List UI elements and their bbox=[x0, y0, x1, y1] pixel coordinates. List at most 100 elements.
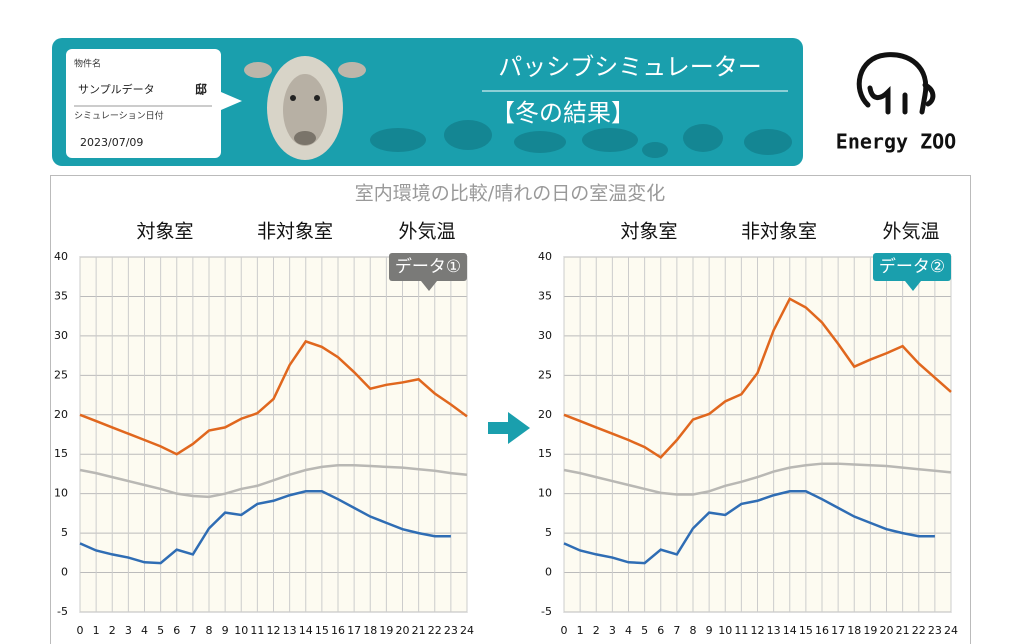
x-tick-label: 18 bbox=[363, 624, 377, 637]
x-tick-label: 7 bbox=[673, 624, 680, 637]
x-tick-label: 2 bbox=[109, 624, 116, 637]
x-tick-label: 6 bbox=[173, 624, 180, 637]
info-card bbox=[66, 49, 221, 158]
x-tick-label: 13 bbox=[767, 624, 781, 637]
x-tick-label: 15 bbox=[799, 624, 813, 637]
tag-label: データ② bbox=[879, 256, 945, 277]
x-tick-label: 23 bbox=[928, 624, 942, 637]
legend-label: 対象室 bbox=[620, 221, 677, 243]
x-tick-label: 12 bbox=[267, 624, 281, 637]
x-tick-label: 23 bbox=[444, 624, 458, 637]
tag-pointer bbox=[421, 281, 437, 291]
y-tick-label: 30 bbox=[54, 329, 68, 342]
y-tick-label: 15 bbox=[538, 447, 552, 460]
x-tick-label: 22 bbox=[428, 624, 442, 637]
property-name: サンプルデータ bbox=[78, 82, 155, 96]
tag-pointer bbox=[905, 281, 921, 291]
y-tick-label: 40 bbox=[538, 250, 552, 263]
x-tick-label: 4 bbox=[625, 624, 632, 637]
x-tick-label: 5 bbox=[157, 624, 164, 637]
x-tick-label: 17 bbox=[347, 624, 361, 637]
y-tick-label: 20 bbox=[538, 408, 552, 421]
y-tick-label: 10 bbox=[54, 487, 68, 500]
x-tick-label: 19 bbox=[379, 624, 393, 637]
app-title: パッシブシミュレーター bbox=[498, 53, 762, 81]
y-tick-label: 0 bbox=[545, 566, 552, 579]
result-title: 【冬の結果】 bbox=[491, 99, 635, 127]
property-suffix: 邸 bbox=[195, 83, 207, 97]
series-line bbox=[79, 490, 451, 565]
y-tick-label: 35 bbox=[538, 289, 552, 302]
y-tick-label: 35 bbox=[54, 289, 68, 302]
tag-label: データ① bbox=[395, 256, 461, 277]
date: 2023/07/09 bbox=[80, 136, 143, 149]
tag-box bbox=[873, 253, 951, 281]
x-tick-label: 8 bbox=[690, 624, 697, 637]
x-tick-label: 24 bbox=[944, 624, 958, 637]
x-tick-label: 22 bbox=[912, 624, 926, 637]
x-tick-label: 16 bbox=[331, 624, 345, 637]
legend-label: 対象室 bbox=[136, 221, 193, 243]
series-line bbox=[79, 464, 468, 499]
tag-box bbox=[389, 253, 467, 281]
y-tick-label: -5 bbox=[541, 605, 552, 618]
x-tick-label: 6 bbox=[657, 624, 664, 637]
x-tick-label: 17 bbox=[831, 624, 845, 637]
y-tick-label: 40 bbox=[54, 250, 68, 263]
property-label: 物件名 bbox=[74, 58, 101, 70]
date-label: シミュレーション日付 bbox=[74, 111, 164, 122]
x-tick-label: 14 bbox=[783, 624, 797, 637]
x-tick-label: 8 bbox=[206, 624, 213, 637]
x-tick-label: 0 bbox=[77, 624, 84, 637]
y-tick-label: 15 bbox=[54, 447, 68, 460]
x-tick-label: 21 bbox=[412, 624, 426, 637]
series-line bbox=[563, 297, 952, 459]
x-tick-label: 24 bbox=[460, 624, 474, 637]
y-tick-label: 30 bbox=[538, 329, 552, 342]
y-tick-label: -5 bbox=[57, 605, 68, 618]
x-tick-label: 11 bbox=[734, 624, 748, 637]
x-tick-label: 5 bbox=[641, 624, 648, 637]
x-tick-label: 20 bbox=[880, 624, 894, 637]
card-pointer bbox=[221, 92, 242, 110]
x-tick-label: 13 bbox=[283, 624, 297, 637]
logo-icon bbox=[856, 52, 936, 115]
y-tick-label: 25 bbox=[54, 368, 68, 381]
legend-label: 外気温 bbox=[398, 221, 455, 243]
x-tick-label: 10 bbox=[234, 624, 248, 637]
legend-label: 非対象室 bbox=[741, 221, 817, 243]
x-tick-label: 4 bbox=[141, 624, 148, 637]
legend-label: 非対象室 bbox=[257, 221, 333, 243]
animal-silhouettes bbox=[370, 120, 792, 158]
x-tick-label: 10 bbox=[718, 624, 732, 637]
x-tick-label: 12 bbox=[751, 624, 765, 637]
x-tick-label: 19 bbox=[863, 624, 877, 637]
x-tick-label: 9 bbox=[706, 624, 713, 637]
y-tick-label: 5 bbox=[545, 526, 552, 539]
x-tick-label: 9 bbox=[222, 624, 229, 637]
panel-title: 室内環境の比較/晴れの日の室温変化 bbox=[355, 183, 665, 205]
x-tick-label: 3 bbox=[125, 624, 132, 637]
y-tick-label: 20 bbox=[54, 408, 68, 421]
series-line bbox=[563, 462, 952, 496]
legend-label: 外気温 bbox=[882, 221, 939, 243]
arrow bbox=[488, 412, 530, 444]
series-line bbox=[79, 339, 468, 456]
x-tick-label: 15 bbox=[315, 624, 329, 637]
x-tick-label: 16 bbox=[815, 624, 829, 637]
y-tick-label: 10 bbox=[538, 487, 552, 500]
sheep-icon bbox=[244, 56, 366, 160]
y-tick-label: 5 bbox=[61, 526, 68, 539]
series-line bbox=[563, 490, 935, 565]
logo-text: Energy ZOO bbox=[836, 130, 956, 154]
x-tick-label: 7 bbox=[189, 624, 196, 637]
x-tick-label: 21 bbox=[896, 624, 910, 637]
x-tick-label: 0 bbox=[561, 624, 568, 637]
x-tick-label: 20 bbox=[396, 624, 410, 637]
x-tick-label: 1 bbox=[93, 624, 100, 637]
x-tick-label: 2 bbox=[593, 624, 600, 637]
x-tick-label: 1 bbox=[577, 624, 584, 637]
x-tick-label: 3 bbox=[609, 624, 616, 637]
x-tick-label: 18 bbox=[847, 624, 861, 637]
y-tick-label: 0 bbox=[61, 566, 68, 579]
